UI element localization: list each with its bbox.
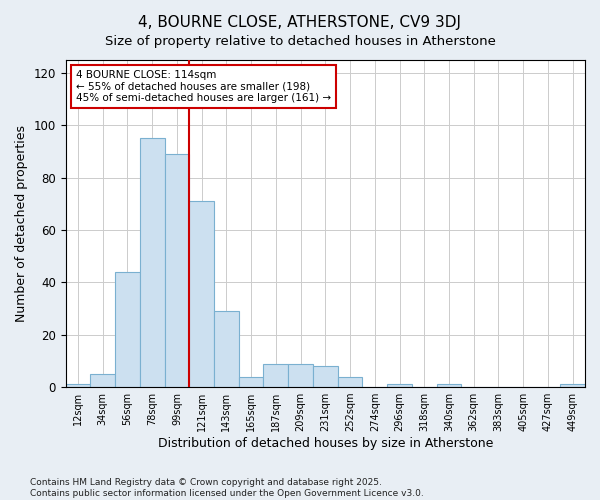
Bar	[239, 376, 263, 387]
Bar	[338, 376, 362, 387]
Bar	[214, 311, 239, 387]
Bar	[140, 138, 164, 387]
Text: Size of property relative to detached houses in Atherstone: Size of property relative to detached ho…	[104, 35, 496, 48]
Bar	[313, 366, 338, 387]
Bar	[190, 202, 214, 387]
Bar	[263, 364, 288, 387]
Bar	[560, 384, 585, 387]
Bar	[387, 384, 412, 387]
Y-axis label: Number of detached properties: Number of detached properties	[15, 125, 28, 322]
X-axis label: Distribution of detached houses by size in Atherstone: Distribution of detached houses by size …	[158, 437, 493, 450]
Bar	[115, 272, 140, 387]
Bar	[65, 384, 91, 387]
Text: Contains HM Land Registry data © Crown copyright and database right 2025.
Contai: Contains HM Land Registry data © Crown c…	[30, 478, 424, 498]
Bar	[288, 364, 313, 387]
Bar	[437, 384, 461, 387]
Bar	[164, 154, 190, 387]
Text: 4 BOURNE CLOSE: 114sqm
← 55% of detached houses are smaller (198)
45% of semi-de: 4 BOURNE CLOSE: 114sqm ← 55% of detached…	[76, 70, 331, 103]
Bar	[91, 374, 115, 387]
Text: 4, BOURNE CLOSE, ATHERSTONE, CV9 3DJ: 4, BOURNE CLOSE, ATHERSTONE, CV9 3DJ	[139, 15, 461, 30]
